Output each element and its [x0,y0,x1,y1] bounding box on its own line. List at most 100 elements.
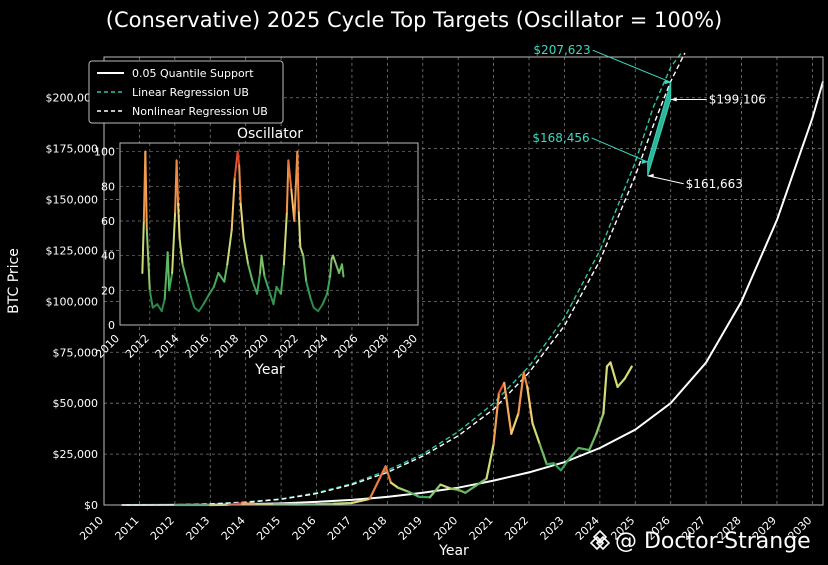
inset-frame [119,142,419,326]
target-annotations: $207,623 $199,106 $168,456 $161,663 [532,43,766,191]
inset-y-tick-label: 40 [101,250,115,263]
oscillator-segment [263,275,270,292]
main-y-tick-label: $125,000 [46,244,99,257]
annotation-label: $207,623 [533,43,590,57]
btc-price-segment [492,391,501,446]
btc-price-segment [407,490,421,498]
main-series [121,52,824,507]
main-x-axis-label: Year [438,543,469,559]
oscillator-segment [202,292,211,306]
oscillator-segment [268,289,275,306]
oscillator-segment [190,298,196,309]
oscillator-segment [256,272,262,295]
oscillator-segment [148,289,154,309]
inset-y-tick-label: 80 [101,180,115,193]
btc-price-segment [439,483,453,490]
legend-label-support: 0.05 Quantile Support [132,67,254,80]
oscillator-segment [326,275,332,295]
inset-series [141,150,345,313]
main-plot-frame [103,56,824,506]
main-y-axis-label: BTC Price [6,248,22,314]
btc-price-segment [559,459,570,472]
linear-ub-line [121,52,682,506]
btc-price-segment [315,502,336,506]
nonlinear-ub-line [121,52,686,506]
legend-label-nonlinear-ub: Nonlinear Regression UB [132,105,268,118]
inset-y-tick-labels: 0 20 40 60 80 100 [94,146,115,332]
oscillator-segment [168,272,174,292]
oscillator-segment [239,202,245,240]
oscillator-segment [217,272,226,283]
btc-price-segment [503,381,513,435]
oscillator-segment [287,159,293,191]
btc-price-segment [526,385,534,425]
oscillator-segment [251,280,259,295]
oscillator-segment [171,211,177,274]
main-y-tick-label: $50,000 [53,397,99,410]
inset-y-tick-label: 60 [101,215,115,228]
inset-x-axis-label: Year [254,362,285,378]
oscillator-segment [341,263,345,278]
oscillator-segment [321,292,329,306]
oscillator-segment [236,150,241,167]
oscillator-segment [160,298,166,313]
watermark-text: @ Doctor-Strange [615,529,811,554]
oscillator-segment [175,159,180,205]
btc-price-segment [531,422,541,446]
oscillator-segment [197,303,205,313]
main-y-tick-label: $100,000 [46,295,99,308]
btc-price-segment [474,477,488,487]
annotation-arrowhead [664,80,671,85]
btc-price-segment [623,371,630,380]
watermark: @ Doctor-Strange [589,529,811,554]
btc-price-segment [588,432,598,452]
oscillator-segment [309,298,315,309]
btc-price-segment [384,465,392,484]
btc-price-segment [602,365,609,415]
oscillator-segment [260,254,266,278]
annotation-arrowhead [670,97,677,102]
oscillator-segment [145,228,151,292]
chart-title: (Conservative) 2025 Cycle Top Targets (O… [106,8,722,32]
btc-price-segment [368,465,387,500]
btc-price-segment [552,462,563,472]
oscillator-segment [299,246,305,257]
oscillator-segment [226,228,233,266]
oscillator-segment [166,251,171,292]
oscillator-segment [332,254,338,266]
oscillator-segment [208,285,215,295]
annotation-arrowhead [647,173,654,178]
inset-y-tick-label: 20 [101,284,115,297]
oscillator-segment [181,263,189,283]
btc-price-segment [333,501,354,505]
main-grid [103,57,823,506]
legend: 0.05 Quantile Support Linear Regression … [88,60,284,124]
btc-price-segment [538,442,548,466]
oscillator-segment [141,220,145,274]
btc-price-segment [577,446,591,452]
oscillator-segment [297,211,302,248]
btc-price-segment [522,371,529,388]
main-y-tick-label: $150,000 [46,194,99,207]
annotation-arrow [591,137,648,163]
main-y-tick-label: $0 [84,499,98,512]
oscillator-segment [212,272,220,288]
oscillator-segment [186,280,193,300]
btc-price-segment [566,446,580,462]
btc-price-segment [457,488,467,494]
oscillator-segment [305,280,312,300]
oscillator-segment [302,254,308,283]
main-y-tick-label: $200,000 [46,92,99,105]
legend-label-linear-ub: Linear Regression UB [132,86,249,99]
inset-y-tick-label: 0 [108,319,115,332]
oscillator-segment [296,150,300,214]
main-y-tick-label: $175,000 [46,143,99,156]
annotation-label: $199,106 [709,93,766,107]
btc-price-segment [396,486,410,493]
btc-price-segment [545,462,555,466]
btc-price-segment [497,381,506,395]
oscillator-segment [247,263,254,283]
oscillator-segment [272,285,278,306]
inset-title: Oscillator [237,126,303,142]
